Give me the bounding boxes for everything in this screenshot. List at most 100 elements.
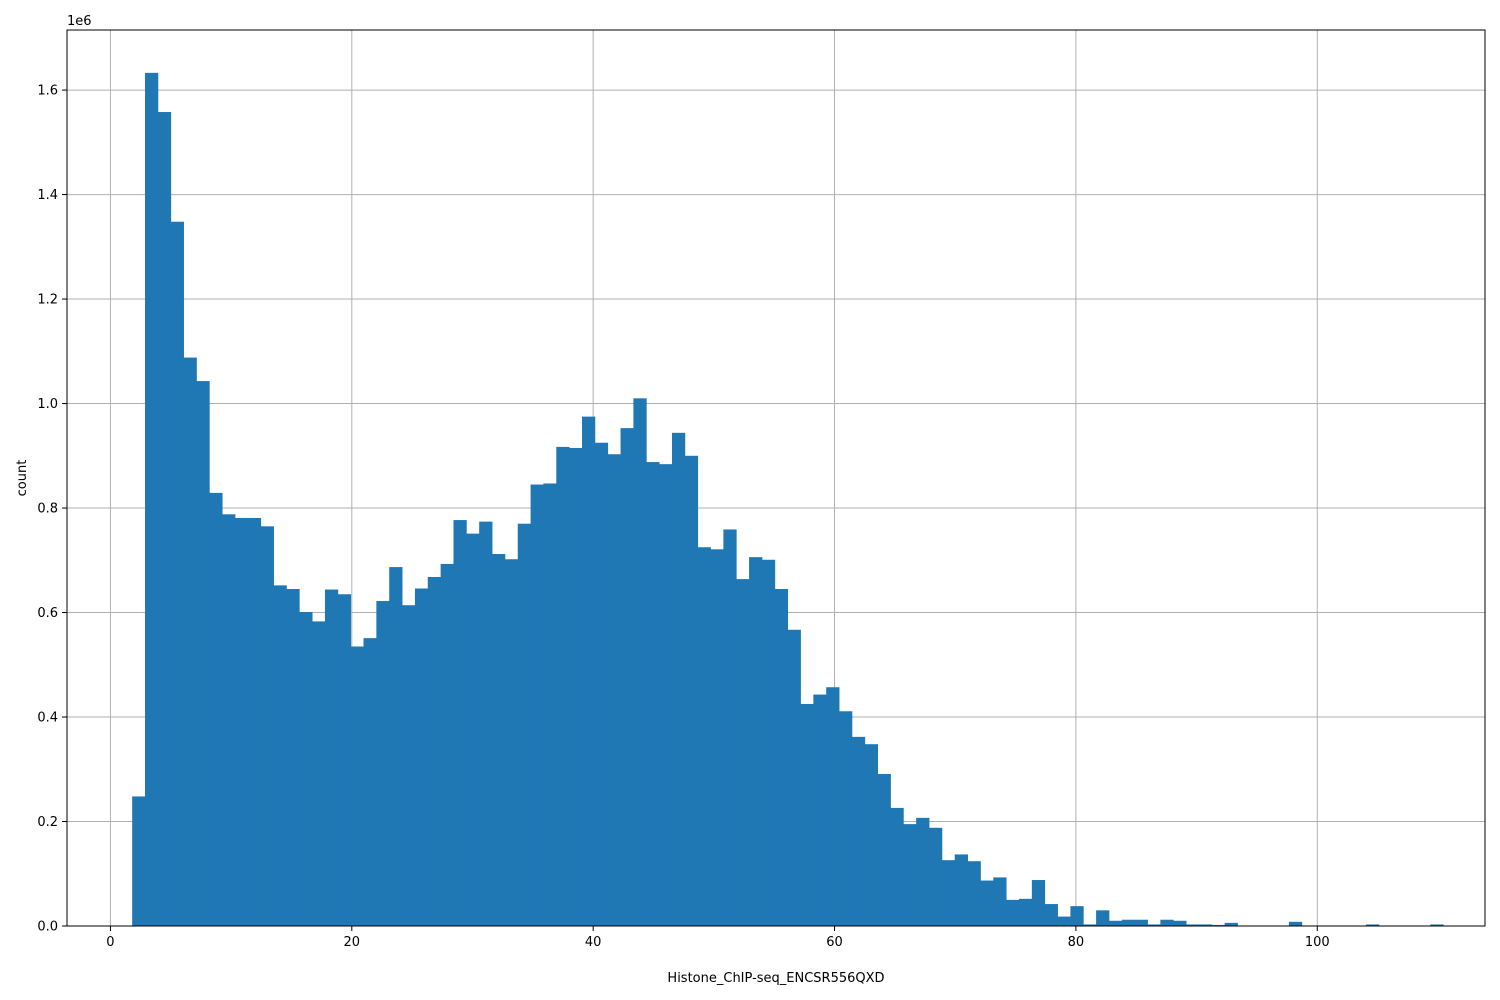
y-tick-label: 0.8 bbox=[37, 502, 58, 517]
histogram-bar bbox=[1057, 916, 1071, 926]
histogram-bar bbox=[1288, 921, 1303, 926]
histogram-bar bbox=[196, 381, 210, 927]
histogram-bar bbox=[453, 520, 467, 926]
histogram-bar bbox=[543, 483, 557, 926]
histogram-bar bbox=[684, 455, 699, 926]
axes-frame bbox=[66, 29, 1486, 927]
histogram-bar bbox=[132, 796, 146, 926]
histogram-bar bbox=[299, 612, 313, 926]
histogram-bar bbox=[492, 554, 506, 926]
histogram-bar bbox=[941, 860, 956, 926]
histogram-bar bbox=[620, 428, 634, 926]
histogram-bar bbox=[1160, 919, 1174, 926]
histogram-bar bbox=[1224, 922, 1238, 926]
histogram-bar bbox=[247, 517, 262, 926]
histogram-bar bbox=[1198, 924, 1213, 926]
y-tick-label: 0.6 bbox=[37, 606, 58, 621]
histogram-bar bbox=[697, 547, 711, 926]
histogram-bar bbox=[839, 711, 853, 926]
histogram-bar bbox=[1108, 920, 1123, 926]
histogram-bar bbox=[363, 638, 377, 926]
histogram-bar bbox=[851, 736, 866, 926]
grid-lines bbox=[67, 30, 1485, 927]
histogram-bar bbox=[864, 744, 879, 926]
histogram-bar bbox=[427, 577, 442, 926]
histogram-bar bbox=[479, 521, 493, 926]
x-axis-ticks: 0 20 40 60 80 100 bbox=[106, 926, 1330, 950]
histogram-bar bbox=[916, 817, 930, 926]
histogram-bar bbox=[376, 601, 390, 926]
histogram-bar bbox=[145, 72, 159, 926]
histogram-bar bbox=[723, 529, 737, 926]
histogram-bar bbox=[530, 484, 544, 926]
histogram-bar bbox=[1031, 880, 1046, 926]
histogram-bar bbox=[1147, 924, 1161, 926]
histogram-bar bbox=[671, 432, 686, 926]
histogram-bar bbox=[440, 563, 454, 926]
y-tick-label: 0.4 bbox=[37, 711, 58, 726]
y-tick-label: 1.2 bbox=[37, 293, 58, 308]
histogram-bar bbox=[350, 646, 364, 926]
histogram-bar bbox=[183, 357, 197, 926]
histogram-bar bbox=[337, 594, 352, 926]
histogram-bar bbox=[890, 807, 904, 926]
histogram-bar bbox=[1366, 924, 1380, 926]
histogram-bar bbox=[402, 605, 416, 926]
y-axis-label: count bbox=[15, 460, 30, 497]
histogram-bar bbox=[761, 559, 776, 926]
histogram-bar bbox=[260, 526, 274, 926]
histogram-bar bbox=[312, 621, 326, 926]
histogram-bar bbox=[826, 687, 840, 926]
histogram-bar bbox=[967, 861, 981, 926]
histogram-bar bbox=[234, 517, 249, 926]
histogram-bar bbox=[607, 454, 621, 926]
histogram-bar bbox=[749, 557, 763, 926]
histogram-bar bbox=[517, 523, 531, 926]
x-tick-label: 80 bbox=[1068, 935, 1085, 950]
x-tick-label: 0 bbox=[106, 935, 114, 950]
histogram-bar bbox=[1044, 904, 1058, 926]
x-tick-label: 40 bbox=[585, 935, 602, 950]
histogram-bar bbox=[903, 824, 917, 926]
histogram-bar bbox=[594, 442, 609, 926]
histogram-bar bbox=[774, 589, 789, 926]
histogram-bar bbox=[1083, 924, 1097, 926]
histogram-bar bbox=[736, 579, 750, 926]
histogram-bar bbox=[222, 514, 236, 926]
histogram-bar bbox=[556, 446, 570, 926]
y-tick-label: 0.2 bbox=[37, 815, 58, 830]
x-tick-label: 100 bbox=[1305, 935, 1330, 950]
y-offset-label: 1e6 bbox=[67, 14, 92, 29]
histogram-bar bbox=[157, 112, 172, 927]
histogram-bar bbox=[813, 694, 827, 926]
histogram-bar bbox=[569, 447, 583, 926]
histogram-bar bbox=[646, 462, 660, 926]
x-axis-label: Histone_ChIP-seq_ENCSR556QXD bbox=[667, 971, 884, 986]
histogram-bar bbox=[1070, 906, 1084, 926]
y-tick-label: 1.0 bbox=[37, 397, 58, 412]
x-tick-label: 20 bbox=[344, 935, 361, 950]
histogram-bar bbox=[1018, 898, 1033, 926]
histogram-bar bbox=[389, 567, 403, 926]
histogram-bar bbox=[954, 854, 968, 926]
histogram-bar bbox=[993, 877, 1007, 926]
histogram-bar bbox=[1006, 899, 1020, 926]
histogram-bar bbox=[1173, 920, 1187, 926]
histogram-bar bbox=[1211, 924, 1226, 926]
histogram-bar bbox=[582, 416, 596, 926]
y-axis-ticks: 0.0 0.2 0.4 0.6 0.8 1.0 1.2 1.4 1.6 bbox=[37, 84, 67, 935]
histogram-bar bbox=[800, 703, 814, 926]
histogram-bar bbox=[710, 549, 724, 926]
histogram-bar bbox=[633, 398, 647, 926]
histogram-bar bbox=[170, 221, 184, 926]
histogram-bar bbox=[324, 589, 339, 926]
histogram-bars bbox=[132, 72, 1444, 927]
histogram-bar bbox=[1121, 919, 1136, 926]
histogram-bar bbox=[286, 589, 300, 926]
histogram-bar bbox=[659, 464, 673, 926]
histogram-bar bbox=[929, 827, 943, 926]
y-tick-label: 1.6 bbox=[37, 84, 58, 99]
histogram-bar bbox=[466, 533, 480, 926]
histogram-bar bbox=[787, 629, 801, 926]
histogram-bar bbox=[1430, 924, 1444, 926]
